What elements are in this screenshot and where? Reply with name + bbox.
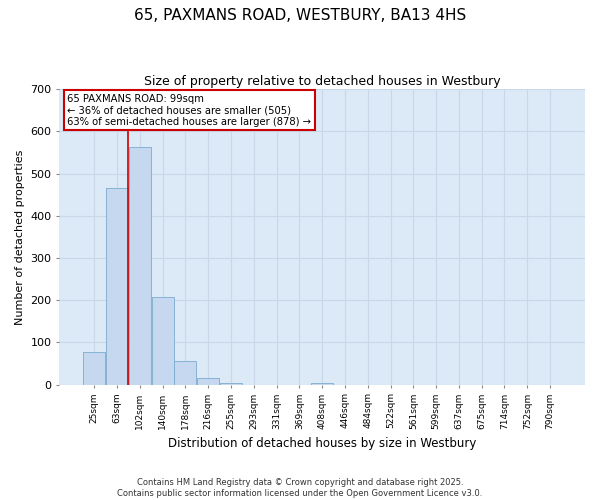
Bar — [106, 188, 128, 384]
Bar — [83, 352, 106, 384]
Text: 65 PAXMANS ROAD: 99sqm
← 36% of detached houses are smaller (505)
63% of semi-de: 65 PAXMANS ROAD: 99sqm ← 36% of detached… — [67, 94, 311, 127]
Title: Size of property relative to detached houses in Westbury: Size of property relative to detached ho… — [144, 75, 500, 88]
Y-axis label: Number of detached properties: Number of detached properties — [15, 149, 25, 324]
Text: Contains HM Land Registry data © Crown copyright and database right 2025.
Contai: Contains HM Land Registry data © Crown c… — [118, 478, 482, 498]
Text: 65, PAXMANS ROAD, WESTBURY, BA13 4HS: 65, PAXMANS ROAD, WESTBURY, BA13 4HS — [134, 8, 466, 22]
Bar — [129, 147, 151, 384]
X-axis label: Distribution of detached houses by size in Westbury: Distribution of detached houses by size … — [168, 437, 476, 450]
Bar — [220, 382, 242, 384]
Bar — [311, 382, 333, 384]
Bar — [197, 378, 219, 384]
Bar — [175, 360, 196, 384]
Bar — [152, 297, 173, 384]
